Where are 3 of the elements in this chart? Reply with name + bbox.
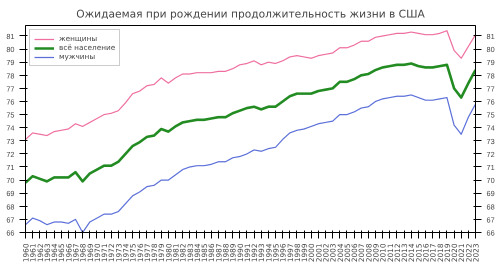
line-series: [26, 30, 476, 140]
chart-title: Ожидаемая при рождении продолжительность жизни в США: [76, 8, 426, 20]
line-series: [26, 62, 476, 184]
